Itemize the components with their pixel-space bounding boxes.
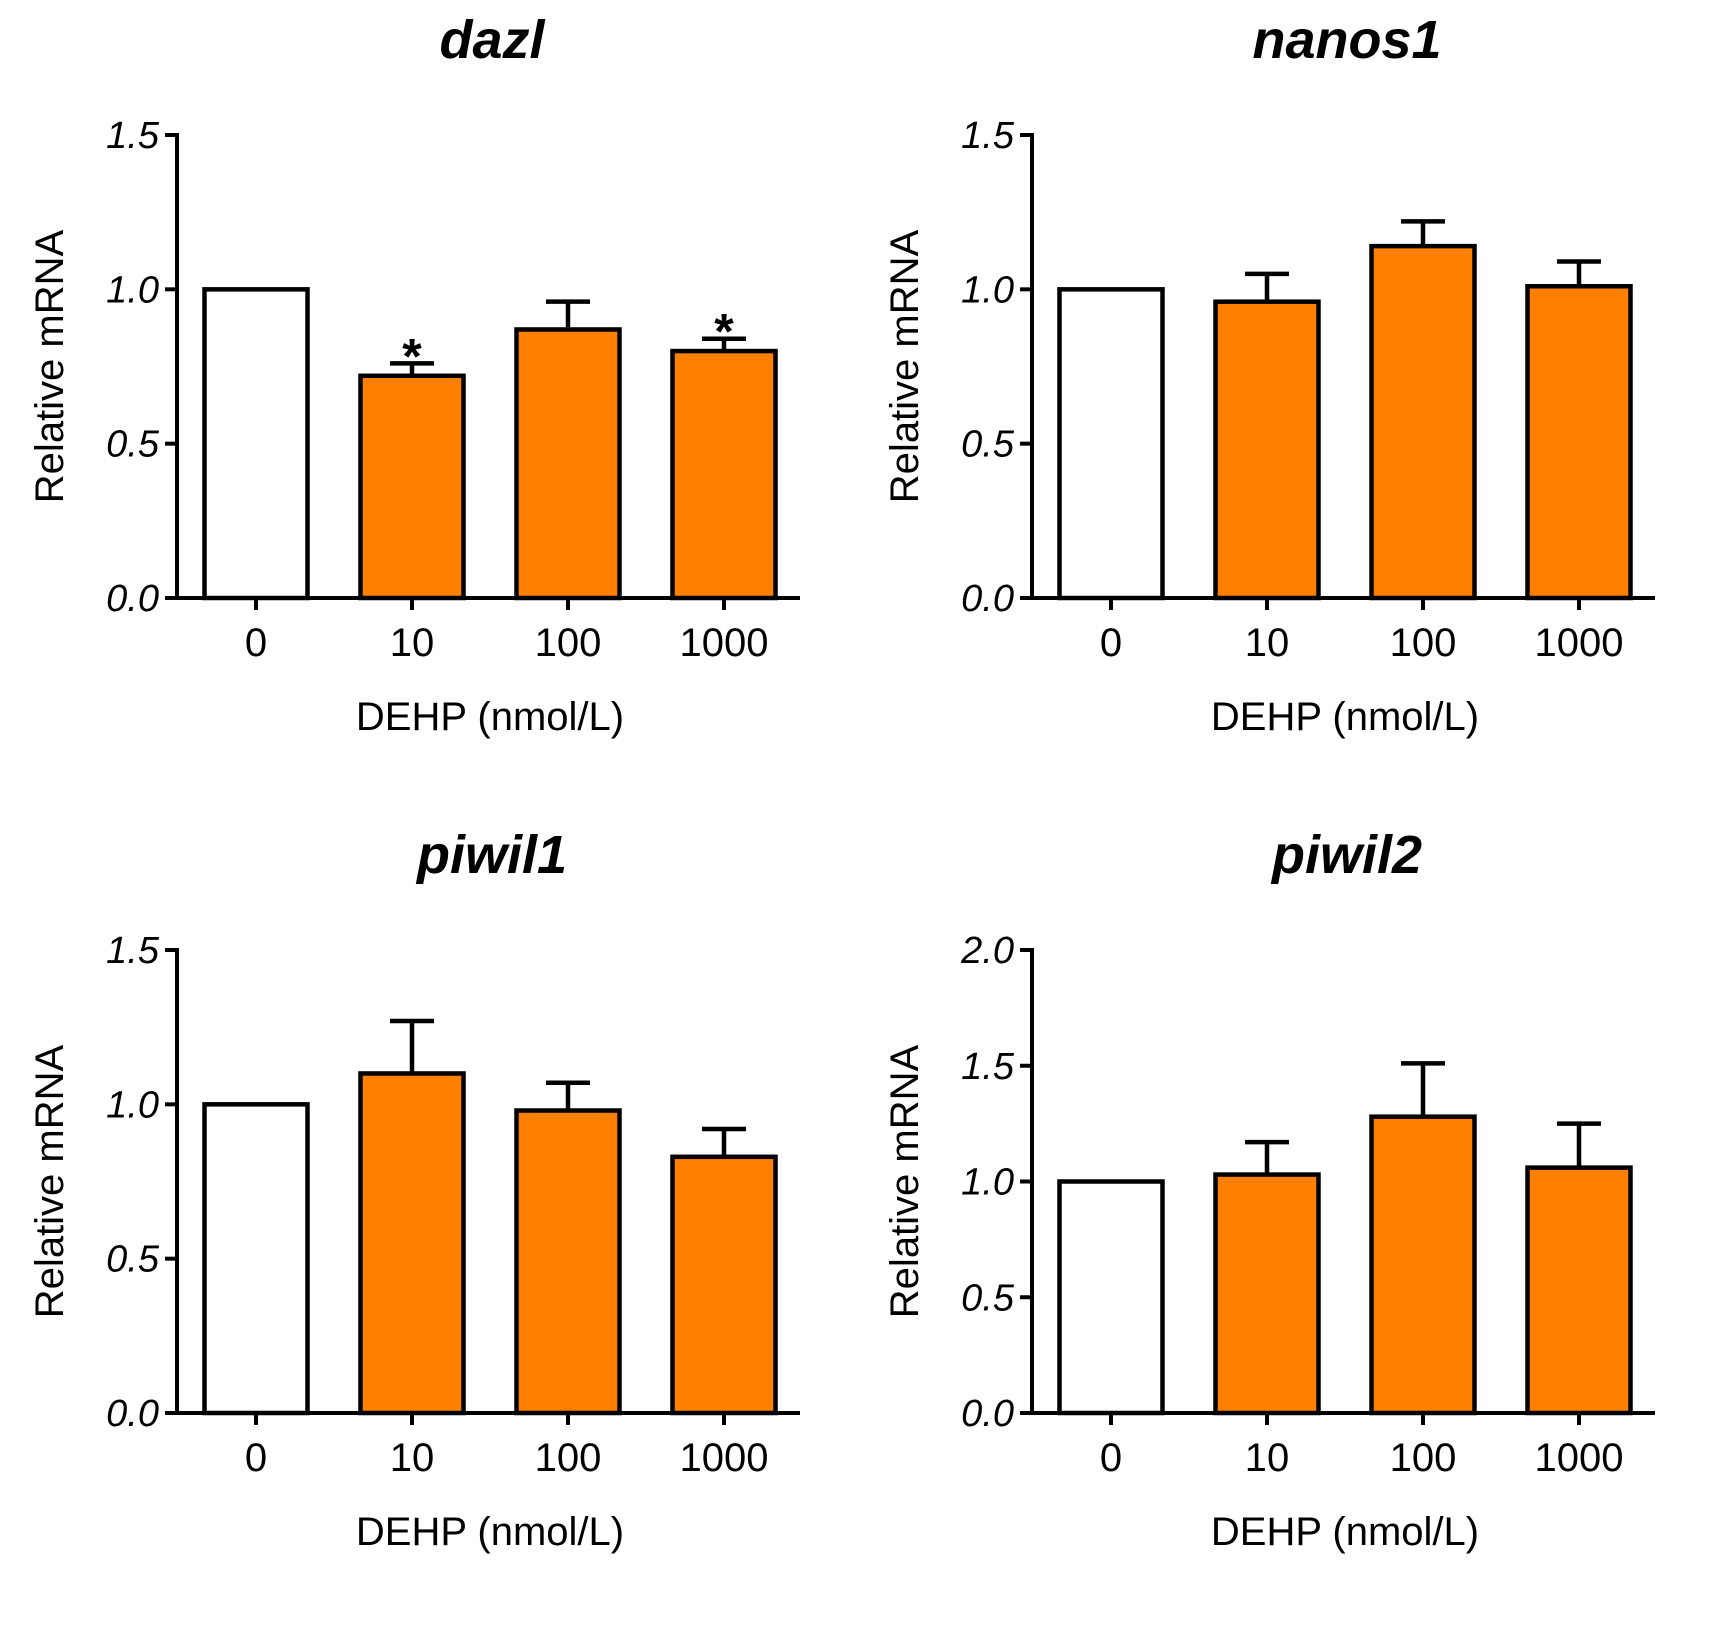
bar-100: [514, 1108, 622, 1416]
chart-panel-piwil1: piwil1 Relative mRNA DEHP (nmol/L) 0.0 0.5 1.…: [0, 815, 855, 1630]
bar-0: [202, 287, 310, 601]
bar-1000: [1525, 283, 1633, 601]
y-tick-label: 0.5: [106, 424, 160, 466]
chart-title: piwil1: [415, 825, 567, 885]
bar-10: [358, 373, 466, 601]
y-tick-label: 1.0: [961, 1162, 1014, 1204]
y-tick-label: 1.0: [961, 269, 1014, 311]
x-tick-label: 1000: [1535, 621, 1624, 665]
chart-title: piwil2: [1270, 825, 1422, 885]
chart-panel-nanos1: nanos1 Relative mRNA DEHP (nmol/L) 0.0 0.5 1.…: [855, 0, 1710, 815]
bar-1000: [670, 1154, 778, 1416]
x-tick-label: 10: [1245, 621, 1290, 665]
bar-100: [1369, 243, 1477, 601]
x-tick-label: 100: [1390, 621, 1457, 665]
x-axis-label: DEHP (nmol/L): [356, 695, 624, 739]
bar-0: [1057, 287, 1165, 601]
bar-100: [1369, 1114, 1477, 1416]
y-axis-label: Relative mRNA: [883, 1044, 927, 1318]
x-tick-label: 100: [535, 621, 602, 665]
x-tick-label: 10: [390, 621, 435, 665]
y-tick-label: 1.5: [106, 930, 160, 972]
chart-panel-dazl: dazl Relative mRNA DEHP (nmol/L) * * 0.0 0.5 1.…: [0, 0, 855, 815]
y-axis-label: Relative mRNA: [28, 229, 72, 503]
y-tick-label: 0.5: [961, 1277, 1015, 1319]
chart-title: nanos1: [1252, 10, 1441, 70]
bar-1000: [1525, 1165, 1633, 1416]
y-tick-label: 2.0: [960, 930, 1014, 972]
x-tick-label: 10: [390, 1436, 435, 1480]
y-tick-label: 1.5: [961, 1046, 1015, 1088]
chart-panel-piwil2: piwil2 Relative mRNA DEHP (nmol/L) 0.0 0.5 1.…: [855, 815, 1710, 1630]
y-tick-label: 0.0: [106, 1393, 159, 1435]
y-axis-label: Relative mRNA: [28, 1044, 72, 1318]
significance-marker: *: [402, 328, 422, 384]
bar-10: [358, 1071, 466, 1416]
x-axis-label: DEHP (nmol/L): [356, 1510, 624, 1554]
x-axis-label: DEHP (nmol/L): [1211, 1510, 1479, 1554]
y-axis-label: Relative mRNA: [883, 229, 927, 503]
y-tick-label: 0.0: [106, 578, 159, 620]
x-tick-label: 0: [1100, 1436, 1122, 1480]
x-tick-label: 1000: [680, 621, 769, 665]
x-tick-label: 1000: [1535, 1436, 1624, 1480]
y-tick-label: 1.0: [106, 269, 159, 311]
bar-100: [514, 327, 622, 601]
y-tick-label: 1.5: [961, 115, 1015, 157]
bar-1000: [670, 348, 778, 601]
x-tick-label: 10: [1245, 1436, 1290, 1480]
significance-marker: *: [714, 304, 734, 360]
x-tick-label: 1000: [680, 1436, 769, 1480]
y-tick-label: 0.5: [106, 1239, 160, 1281]
x-tick-label: 0: [1100, 621, 1122, 665]
x-tick-label: 0: [245, 1436, 267, 1480]
chart-title: dazl: [439, 10, 545, 70]
bar-10: [1213, 1172, 1321, 1416]
x-tick-label: 100: [1390, 1436, 1457, 1480]
y-tick-label: 1.0: [106, 1084, 159, 1126]
x-tick-label: 0: [245, 621, 267, 665]
bar-0: [1057, 1179, 1165, 1416]
bar-0: [202, 1102, 310, 1416]
x-tick-label: 100: [535, 1436, 602, 1480]
y-tick-label: 0.0: [961, 1393, 1014, 1435]
chart-svg: nanos1 Relative mRNA DEHP (nmol/L) 0.0 0.5 1.…: [883, 10, 1655, 739]
y-tick-label: 0.0: [961, 578, 1014, 620]
x-axis-label: DEHP (nmol/L): [1211, 695, 1479, 739]
chart-svg: piwil2 Relative mRNA DEHP (nmol/L) 0.0 0.5 1.…: [883, 825, 1655, 1554]
y-tick-label: 1.5: [106, 115, 160, 157]
bar-10: [1213, 299, 1321, 601]
chart-svg: dazl Relative mRNA DEHP (nmol/L) * * 0.0 0.5 1.…: [28, 10, 800, 739]
y-tick-label: 0.5: [961, 424, 1015, 466]
chart-svg: piwil1 Relative mRNA DEHP (nmol/L) 0.0 0.5 1.…: [28, 825, 800, 1554]
